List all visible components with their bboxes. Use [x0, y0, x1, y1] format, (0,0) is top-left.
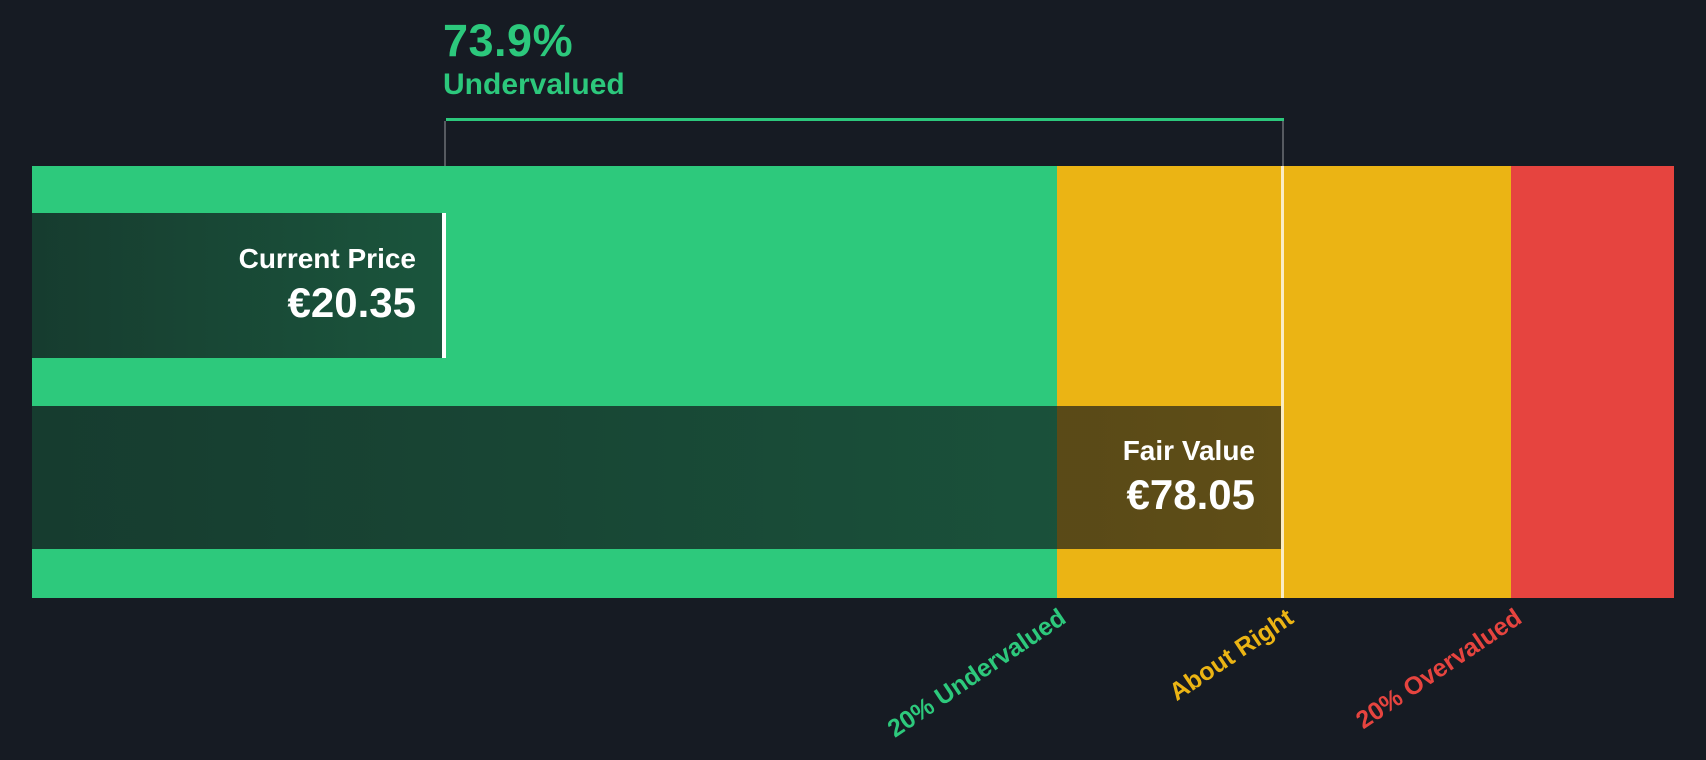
axis-label-about-right: About Right	[1164, 603, 1299, 707]
fair-value-label: Fair Value	[1122, 434, 1255, 466]
fair-value-box: Fair Value €78.05	[32, 406, 1281, 549]
discount-percent: 73.9%	[443, 15, 574, 66]
zone-overvalued	[1511, 166, 1674, 598]
axis-label-20-overvalued: 20% Overvalued	[1350, 603, 1527, 735]
fair-value-marker-line	[1281, 166, 1284, 598]
current-price-box: Current Price €20.35	[32, 213, 446, 358]
annotation-bracket-right-tick	[1282, 121, 1284, 166]
discount-label: Undervalued	[443, 68, 625, 101]
current-price-label: Current Price	[238, 242, 416, 274]
annotation-bracket-line	[446, 118, 1284, 121]
axis-label-20-undervalued: 20% Undervalued	[882, 603, 1071, 744]
current-price-value: €20.35	[287, 278, 416, 326]
fair-value-value: €78.05	[1126, 470, 1255, 518]
